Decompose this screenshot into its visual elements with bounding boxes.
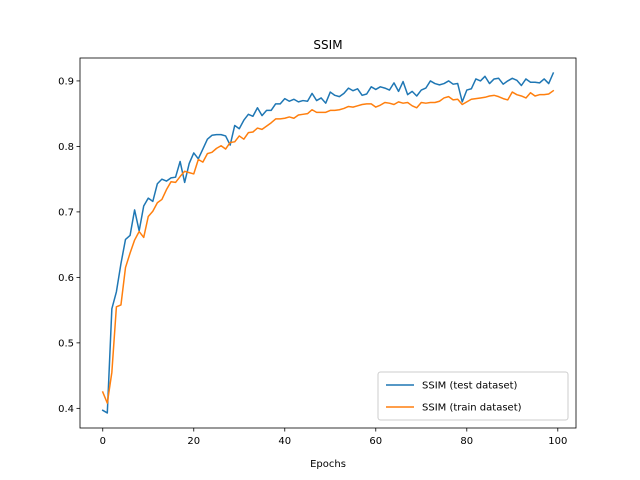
plot-frame: [79, 57, 577, 429]
x-tick-label: 20: [187, 436, 200, 447]
x-axis-title: Epochs: [310, 459, 346, 470]
legend-box: [377, 371, 569, 421]
series-line-1: [101, 89, 555, 404]
x-tick-label: 40: [278, 436, 291, 447]
y-tick-label: 0.6: [58, 273, 74, 284]
legend: SSIM (test dataset) SSIM (train dataset): [377, 371, 569, 421]
y-tick-label: 0.8: [58, 142, 74, 153]
x-tick-label: 100: [548, 436, 567, 447]
x-tick-label: 80: [460, 436, 473, 447]
y-tick-label: 0.7: [58, 207, 74, 218]
y-axis: 0.4 0.5 0.6 0.7 0.8 0.9: [58, 76, 80, 415]
y-tick-label: 0.9: [58, 76, 74, 87]
x-tick-label: 0: [100, 436, 106, 447]
x-tick-label: 60: [369, 436, 382, 447]
y-tick-label: 0.4: [58, 404, 74, 415]
legend-label-0: SSIM (test dataset): [422, 381, 518, 392]
series-line-0: [101, 72, 555, 414]
legend-label-1: SSIM (train dataset): [422, 403, 522, 414]
chart-title: SSIM: [313, 38, 342, 52]
series-layer: [101, 72, 555, 414]
y-tick-label: 0.5: [58, 338, 74, 349]
x-axis: 0 20 40 60 80 100: [100, 428, 567, 447]
